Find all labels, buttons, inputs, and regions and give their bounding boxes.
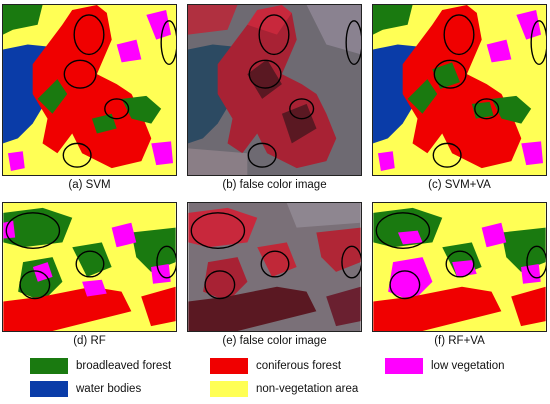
caption-panel-e: (e) false color image bbox=[222, 335, 327, 347]
legend-label-low-vegetation: low vegetation bbox=[431, 360, 505, 372]
legend-label-non-vegetation: non-vegetation area bbox=[256, 383, 359, 395]
legend-swatch-broadleaved bbox=[30, 358, 68, 374]
panel-a-svm bbox=[2, 4, 177, 176]
svm-va-classification-map bbox=[373, 5, 546, 175]
legend-swatch-coniferous bbox=[210, 358, 248, 374]
caption-panel-b: (b) false color image bbox=[222, 179, 327, 191]
legend-swatch-non-vegetation bbox=[210, 381, 248, 397]
panel-d-rf bbox=[2, 202, 177, 332]
legend-item-coniferous-forest: coniferous forest bbox=[210, 358, 341, 374]
caption-panel-c: (c) SVM+VA bbox=[428, 179, 491, 191]
panel-c-svm-va bbox=[372, 4, 547, 176]
svm-classification-map bbox=[3, 5, 176, 175]
legend-label-water: water bodies bbox=[76, 383, 142, 395]
legend-label-broadleaved: broadleaved forest bbox=[76, 360, 172, 372]
rf-va-classification-map bbox=[373, 203, 546, 331]
false-color-image-2 bbox=[188, 203, 361, 331]
legend-item-broadleaved-forest: broadleaved forest bbox=[30, 358, 171, 374]
rf-classification-map bbox=[3, 203, 176, 331]
legend-swatch-low-vegetation bbox=[385, 358, 423, 374]
legend-item-water-bodies: water bodies bbox=[30, 381, 141, 397]
legend-swatch-water bbox=[30, 381, 68, 397]
false-color-image bbox=[188, 5, 361, 175]
caption-panel-d: (d) RF bbox=[73, 335, 106, 347]
panel-e-false-color bbox=[187, 202, 362, 332]
legend-label-coniferous: coniferous forest bbox=[256, 360, 342, 372]
legend-item-non-vegetation: non-vegetation area bbox=[210, 381, 358, 397]
panel-b-false-color bbox=[187, 4, 362, 176]
legend-item-low-vegetation: low vegetation bbox=[385, 358, 505, 374]
caption-panel-a: (a) SVM bbox=[68, 179, 111, 191]
panel-f-rf-va bbox=[372, 202, 547, 332]
caption-panel-f: (f) RF+VA bbox=[434, 335, 485, 347]
